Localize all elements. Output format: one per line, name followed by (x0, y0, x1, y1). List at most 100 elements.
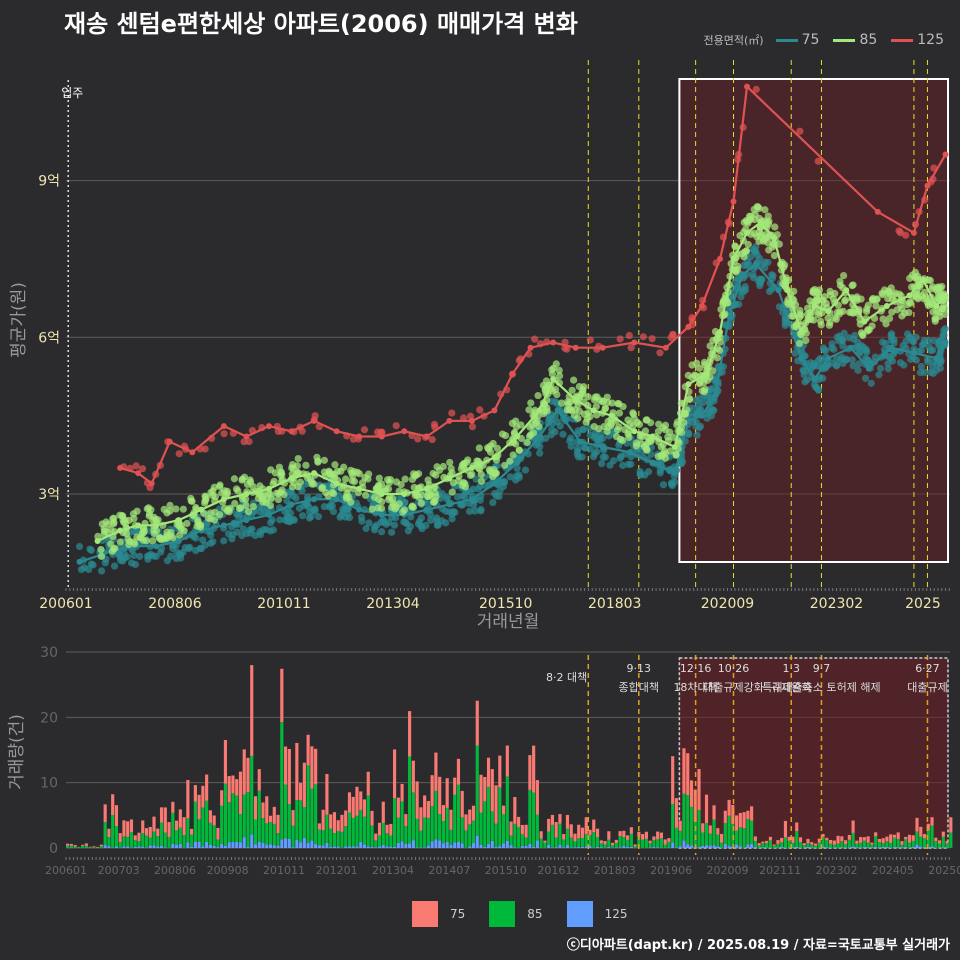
volume-bar-85 (129, 832, 134, 848)
volume-bar-75 (877, 838, 881, 843)
volume-bar-85 (77, 847, 81, 848)
volume-bar-75 (96, 846, 100, 848)
volume-bar-75 (456, 758, 461, 785)
volume-bar-125 (426, 845, 430, 848)
scatter-point-85 (885, 289, 893, 298)
scatter-point-85 (235, 504, 243, 513)
scatter-point-85 (110, 545, 118, 553)
volume-bar-75 (208, 810, 212, 823)
volume-bar-85 (851, 832, 855, 847)
scatter-point-85 (593, 393, 601, 401)
scatter-point-125 (360, 426, 369, 434)
volume-bar-85 (411, 792, 415, 841)
volume-bar-75 (486, 757, 491, 787)
volume-bar-75 (246, 757, 250, 793)
volume-bar-125 (911, 846, 915, 848)
y-tick-label: 10 (40, 776, 58, 792)
scatter-point-85 (238, 495, 247, 503)
series-point-85 (825, 308, 832, 315)
volume-bar-85 (498, 787, 502, 847)
volume-bar-75 (750, 806, 754, 821)
policy-label-date: 6·27 (915, 662, 940, 675)
volume-bar-75 (543, 840, 547, 843)
scatter-point-85 (152, 527, 161, 535)
series-point-125 (572, 344, 579, 351)
series-point-75 (554, 407, 561, 414)
volume-bar-85 (708, 833, 712, 846)
volume-bar-85 (231, 793, 235, 843)
volume-bar-125 (321, 845, 325, 848)
volume-bar-75 (137, 832, 141, 842)
scatter-point-75 (656, 466, 664, 475)
volume-bar-125 (678, 846, 682, 848)
series-point-75 (888, 344, 895, 351)
volume-bar-75 (821, 833, 825, 837)
scatter-point-75 (756, 255, 764, 263)
series-point-85 (685, 381, 692, 388)
volume-bar-125 (377, 846, 382, 848)
volume-bar-125 (159, 845, 164, 848)
series-point-85 (401, 490, 408, 497)
volume-bar-75 (253, 796, 258, 820)
volume-bar-85 (723, 823, 727, 844)
volume-bar-85 (798, 842, 803, 848)
volume-bar-125 (727, 846, 731, 848)
volume-bar-85 (325, 814, 329, 843)
series-point-75 (626, 449, 633, 456)
series-point-85 (883, 302, 890, 309)
scatter-point-75 (921, 368, 929, 377)
scatter-point-85 (615, 423, 623, 431)
scatter-point-75 (839, 337, 847, 345)
volume-bar-85 (272, 823, 276, 846)
scatter-point-85 (940, 301, 948, 309)
scatter-point-75 (311, 505, 319, 513)
volume-bar-85 (874, 836, 878, 847)
volume-bar-85 (693, 822, 697, 847)
volume-bar-75 (532, 745, 536, 793)
volume-bar-125 (565, 845, 570, 848)
volume-bar-75 (193, 785, 197, 802)
series-point-85 (243, 490, 250, 497)
volume-bar-75 (122, 820, 126, 837)
scatter-point-75 (941, 325, 949, 333)
scatter-point-85 (759, 237, 768, 245)
scatter-point-85 (501, 461, 509, 469)
volume-bar-75 (757, 843, 761, 846)
volume-bar-75 (930, 817, 934, 826)
volume-bar-85 (434, 790, 438, 840)
volume-bar-125 (434, 839, 438, 848)
volume-bar-125 (137, 846, 141, 848)
volume-bar-85 (746, 819, 750, 845)
scatter-point-75 (438, 490, 446, 498)
series-point-125 (356, 433, 363, 440)
scatter-point-85 (223, 490, 231, 498)
scatter-point-75 (495, 492, 503, 501)
volume-bar-75 (934, 837, 938, 841)
scatter-point-75 (606, 461, 614, 469)
scatter-point-85 (635, 420, 644, 429)
scatter-point-75 (110, 562, 119, 570)
scatter-point-85 (814, 296, 822, 305)
scatter-point-75 (207, 539, 215, 547)
scatter-point-85 (582, 418, 590, 426)
scatter-point-85 (836, 308, 844, 316)
volume-bar-75 (152, 816, 156, 832)
volume-bar-125 (220, 843, 224, 848)
scatter-point-75 (295, 504, 304, 512)
volume-bar-125 (302, 837, 306, 848)
scatter-point-85 (751, 215, 759, 224)
scatter-point-85 (731, 242, 739, 250)
volume-bar-75 (302, 762, 306, 808)
volume-bar-125 (336, 846, 340, 848)
scatter-point-125 (428, 435, 436, 444)
scatter-point-85 (197, 521, 205, 529)
volume-bar-75 (874, 832, 878, 837)
scatter-point-75 (130, 551, 138, 560)
volume-bar-125 (840, 847, 844, 848)
volume-bar-85 (69, 845, 73, 848)
scatter-point-75 (733, 274, 742, 282)
scatter-point-85 (612, 432, 621, 441)
volume-bar-75 (904, 836, 908, 840)
scatter-point-85 (675, 439, 683, 447)
series-point-85 (378, 490, 385, 497)
